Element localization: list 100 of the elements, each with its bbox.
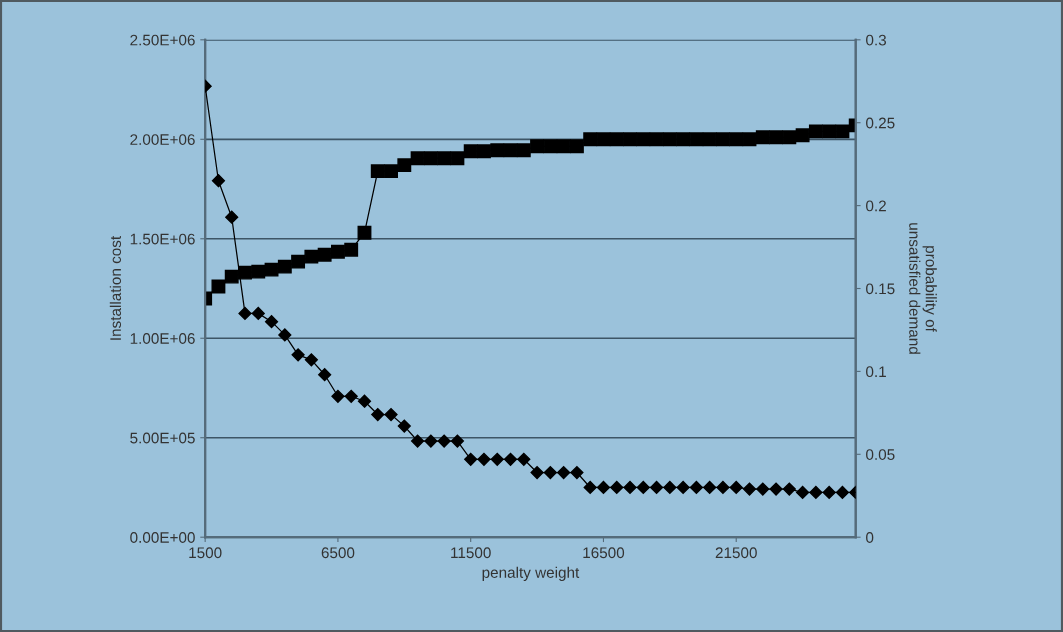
point (795, 128, 810, 143)
point (238, 306, 252, 320)
y2-tick-label: 0.2 (866, 200, 886, 212)
point (450, 151, 465, 166)
point (596, 132, 611, 147)
point (516, 143, 531, 158)
point (251, 264, 266, 279)
point (384, 164, 398, 179)
point (596, 480, 611, 495)
point (264, 262, 279, 277)
point (423, 151, 438, 166)
point (583, 132, 598, 147)
point (477, 144, 491, 159)
point (835, 124, 850, 139)
point (796, 485, 810, 500)
point (702, 132, 717, 147)
point (755, 130, 770, 145)
point (769, 130, 784, 145)
point (344, 242, 359, 257)
point (636, 480, 650, 495)
point (623, 480, 637, 495)
point (304, 353, 318, 367)
point (464, 452, 478, 466)
y2-tick-label: 0 (866, 532, 874, 543)
point (331, 389, 345, 403)
point (304, 249, 319, 264)
point (782, 482, 796, 496)
point (569, 139, 584, 154)
point (636, 132, 651, 147)
y-tick-label: 1.50E+06 (130, 233, 195, 245)
point (330, 244, 345, 259)
point (264, 315, 279, 329)
point (610, 480, 624, 495)
point (543, 139, 558, 154)
point (676, 480, 690, 495)
point (676, 132, 691, 147)
y2-tick-label: 0.1 (866, 366, 886, 378)
point (371, 407, 385, 422)
point (384, 407, 398, 422)
point (490, 143, 505, 158)
point (317, 247, 332, 262)
y2-tick-label: 0.15 (866, 283, 895, 295)
point (318, 368, 332, 382)
point (729, 480, 743, 495)
point (557, 465, 571, 480)
point (277, 259, 292, 274)
point (357, 225, 372, 240)
point (689, 480, 703, 495)
point (211, 174, 226, 188)
point (211, 279, 226, 294)
point (609, 132, 624, 147)
point (357, 394, 372, 408)
point (530, 465, 544, 480)
point (729, 132, 744, 147)
point (450, 434, 465, 448)
point (570, 465, 584, 480)
y-tick-label: 0.00E+00 (130, 532, 195, 543)
y-tick-label: 5.00E+05 (130, 432, 195, 444)
point (742, 132, 757, 147)
y-tick-label: 1.00E+06 (130, 333, 195, 344)
y-axis-title: Installation cost (109, 235, 122, 340)
x-tick-label: 1500 (189, 547, 222, 559)
point (370, 164, 385, 179)
y2-tick-label: 0.25 (866, 117, 895, 129)
point (224, 269, 239, 284)
point (503, 452, 518, 466)
point (769, 482, 783, 496)
point (410, 151, 425, 166)
point (437, 151, 452, 166)
point (716, 132, 730, 147)
point (543, 465, 557, 480)
y2-tick-label: 0.05 (866, 449, 895, 460)
point (808, 124, 823, 139)
point (663, 480, 677, 495)
x-tick-label: 6500 (321, 547, 355, 559)
point (756, 482, 770, 496)
point (517, 452, 531, 466)
point (742, 482, 757, 496)
point (716, 480, 730, 495)
point (835, 485, 850, 500)
point (822, 485, 836, 500)
point (662, 132, 677, 147)
x-tick-label: 21500 (715, 547, 757, 559)
x-axis-title: penalty weight (482, 566, 580, 581)
point (291, 254, 306, 269)
point (703, 480, 717, 495)
point (251, 306, 265, 320)
point (623, 132, 637, 147)
point (344, 389, 358, 403)
y-tick-label: 2.00E+06 (130, 134, 195, 145)
point (225, 210, 239, 224)
point (490, 452, 504, 466)
point (530, 139, 545, 154)
point (556, 139, 571, 154)
point (649, 132, 664, 147)
point (424, 434, 438, 448)
point (782, 130, 797, 145)
point (278, 328, 292, 342)
point (583, 480, 597, 495)
point (649, 480, 664, 495)
